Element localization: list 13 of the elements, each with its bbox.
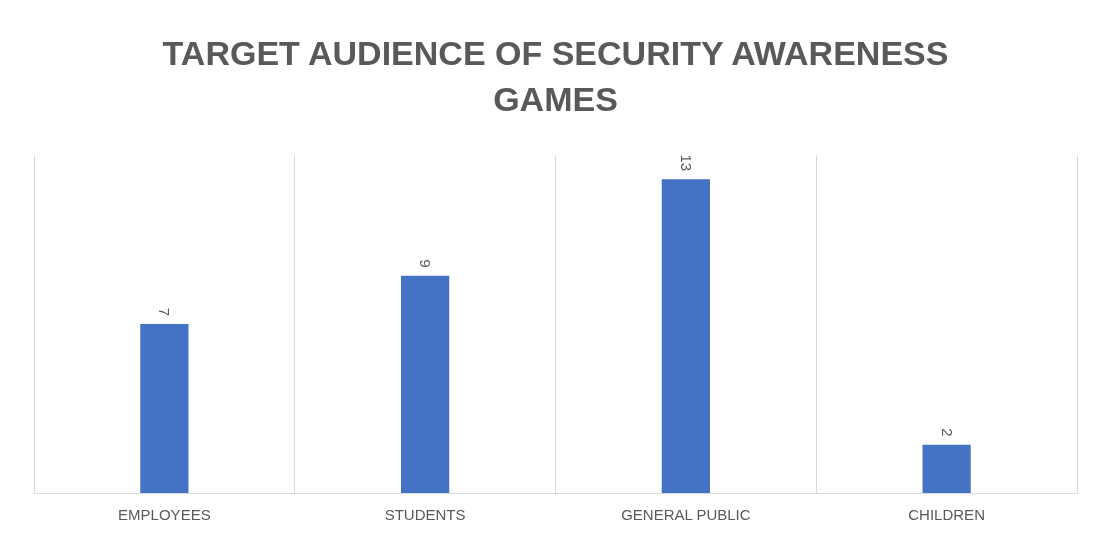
- data-label: 2: [938, 428, 956, 437]
- chart-title: TARGET AUDIENCE OF SECURITY AWARENESS GAMES: [162, 34, 949, 119]
- data-label: 9: [417, 259, 435, 268]
- bar: [401, 275, 450, 493]
- bar: [922, 444, 971, 493]
- bar: [140, 324, 189, 493]
- bar: [661, 179, 710, 493]
- data-label: 7: [156, 307, 174, 316]
- x-tick-label: STUDENTS: [384, 505, 466, 523]
- data-label: 13: [677, 154, 695, 172]
- x-tick-label: GENERAL PUBLIC: [621, 505, 751, 523]
- x-tick-label: EMPLOYEES: [118, 505, 211, 523]
- x-tick-label: CHILDREN: [908, 505, 985, 523]
